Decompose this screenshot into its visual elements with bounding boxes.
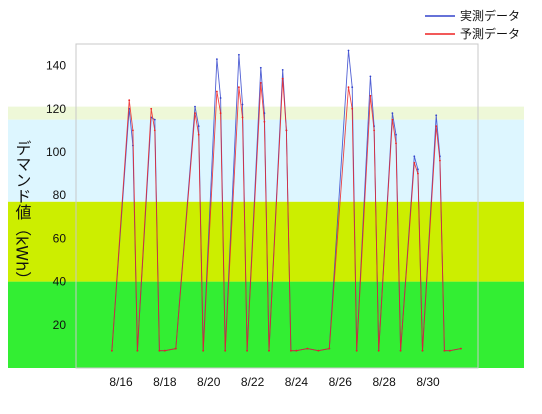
series-1-point [197, 133, 200, 136]
x-tick-label: 8/24 [285, 375, 309, 389]
series-1-point [241, 116, 244, 119]
series-1-point [435, 125, 438, 127]
series-1-point [395, 142, 397, 145]
series-0-point [197, 125, 200, 127]
series-1-point [158, 349, 161, 352]
series-1-point [328, 347, 331, 350]
y-axis-ticks: 20 40 60 80 100 120 140 [46, 59, 66, 332]
background-band-3 [8, 106, 524, 120]
y-tick-label: 60 [53, 231, 67, 245]
series-0-point [347, 49, 350, 52]
series-1-point [413, 161, 416, 164]
series-1-point [355, 349, 358, 352]
y-tick-label: 20 [53, 318, 67, 332]
plot-frame [75, 43, 479, 369]
series-1-point [347, 86, 350, 89]
series-1-point [377, 349, 380, 352]
y-tick-label: 40 [53, 275, 67, 289]
background-bands [8, 106, 524, 368]
series-1-point [224, 349, 227, 352]
series-1-point [111, 349, 113, 352]
series-0-point [153, 118, 156, 121]
series-0-point [435, 114, 438, 117]
x-tick-label: 8/20 [197, 375, 221, 389]
series-1-point [132, 129, 134, 132]
series-1-point [174, 347, 177, 350]
series-1-point [281, 77, 284, 80]
legend-label: 実測データ [460, 8, 520, 23]
legend-label: 予測データ [460, 26, 520, 41]
series-1-point [263, 120, 266, 123]
series-1-point [295, 349, 298, 352]
series-1-point [443, 349, 446, 352]
series-0-point [395, 133, 397, 136]
series-1-point [449, 349, 451, 352]
series-1-point [219, 112, 222, 114]
series-1-point [202, 349, 205, 352]
series-0-point [259, 66, 262, 69]
series-0-point [391, 112, 394, 114]
x-axis-ticks: 8/16 8/18 8/20 8/22 8/24 8/26 8/28 8/30 [109, 375, 440, 389]
series-1-point [216, 90, 218, 93]
y-tick-label: 140 [46, 59, 66, 73]
series-1-point [153, 129, 156, 132]
series-1-point [194, 112, 196, 114]
x-tick-label: 8/22 [241, 375, 265, 389]
x-tick-label: 8/26 [329, 375, 353, 389]
series-1-point [399, 349, 402, 352]
series-0-point [369, 75, 372, 78]
series-1-point [285, 129, 288, 132]
series-0-point [216, 58, 218, 60]
series-1-point [373, 129, 375, 132]
x-tick-label: 8/28 [372, 375, 396, 389]
series-0-point [194, 105, 196, 108]
series-0-point [281, 69, 284, 71]
series-0-point [241, 103, 244, 106]
series-1-point [150, 107, 153, 110]
series-1-point [439, 159, 441, 162]
series-1-point [351, 107, 354, 110]
x-tick-label: 8/30 [416, 375, 440, 389]
series-1-point [128, 99, 131, 102]
series-1-point [317, 349, 320, 352]
x-tick-label: 8/16 [109, 375, 133, 389]
series-1-point [136, 349, 139, 352]
series-0-point [413, 155, 416, 158]
y-tick-label: 80 [53, 188, 67, 202]
series-1-point [306, 347, 309, 350]
series-1-point [238, 86, 240, 89]
series-1-point [460, 347, 462, 350]
y-tick-label: 120 [46, 102, 66, 116]
series-1-point [391, 118, 394, 121]
background-band-0 [8, 281, 524, 368]
y-tick-label: 100 [46, 145, 66, 159]
series-1-point [164, 349, 166, 352]
series-0-point [238, 53, 240, 56]
series-1-point [268, 349, 270, 352]
series-1-point [259, 82, 262, 84]
series-1-point [246, 349, 249, 352]
series-1-point [369, 94, 372, 97]
y-axis-label: デマンド値（kWh） [13, 140, 32, 287]
series-0-point [417, 168, 419, 171]
series-layer [111, 49, 462, 352]
x-tick-label: 8/18 [153, 375, 177, 389]
series-1-point [290, 349, 292, 352]
series-1-point [417, 172, 419, 175]
series-0-point [351, 86, 354, 89]
series-1-point [421, 349, 424, 352]
series-0-point [219, 97, 222, 99]
